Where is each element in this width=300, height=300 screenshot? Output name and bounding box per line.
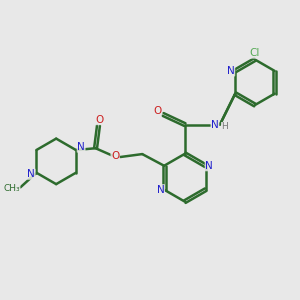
- Text: N: N: [205, 161, 213, 171]
- Text: N: N: [157, 185, 164, 195]
- Text: O: O: [153, 106, 161, 116]
- Text: H: H: [221, 122, 228, 131]
- Text: CH₃: CH₃: [3, 184, 20, 193]
- Text: N: N: [211, 120, 219, 130]
- Text: O: O: [111, 151, 119, 160]
- Text: O: O: [96, 115, 104, 124]
- Text: Cl: Cl: [250, 48, 260, 58]
- Text: N: N: [227, 66, 235, 76]
- Text: N: N: [27, 169, 35, 179]
- Text: N: N: [77, 142, 85, 152]
